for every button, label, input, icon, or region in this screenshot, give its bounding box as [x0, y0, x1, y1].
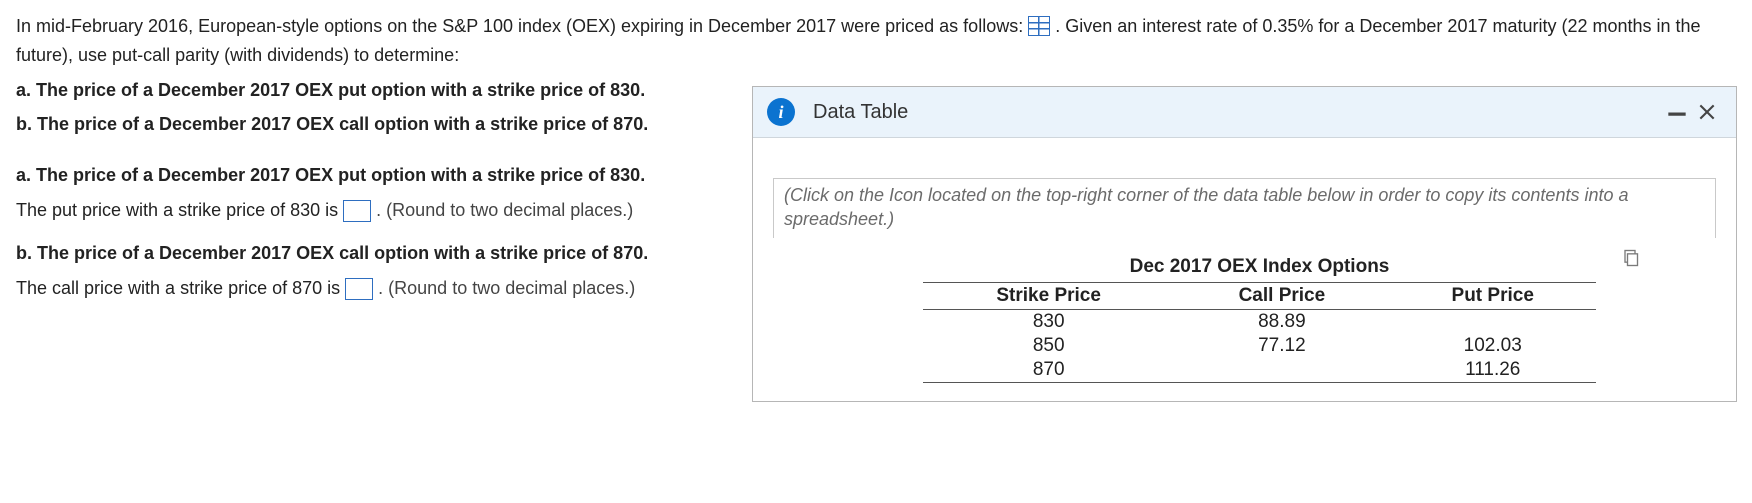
cell: 88.89 — [1174, 309, 1389, 334]
call-price-input[interactable] — [345, 278, 373, 300]
cell: 870 — [923, 358, 1174, 383]
prompt-a-pre: The put price with a strike price of 830… — [16, 200, 343, 220]
bullet-a-text: a. The price of a December 2017 OEX put … — [16, 80, 645, 100]
cell: 77.12 — [1174, 334, 1389, 358]
table-header-row: Strike Price Call Price Put Price — [923, 282, 1596, 309]
put-price-input[interactable] — [343, 200, 371, 222]
minimize-icon — [1664, 99, 1690, 125]
options-data-table: Strike Price Call Price Put Price 830 88… — [923, 282, 1596, 383]
cell: 850 — [923, 334, 1174, 358]
col-call: Call Price — [1174, 282, 1389, 309]
close-button[interactable] — [1692, 97, 1722, 127]
prompt-a-post: . (Round to two decimal places.) — [376, 200, 633, 220]
modal-title: Data Table — [813, 101, 1662, 124]
data-table-wrap: Dec 2017 OEX Index Options Strike Price … — [923, 252, 1596, 383]
info-icon: i — [767, 98, 795, 126]
cell — [1174, 358, 1389, 383]
col-strike: Strike Price — [923, 282, 1174, 309]
minimize-button[interactable] — [1662, 97, 1692, 127]
table-row: 830 88.89 — [923, 309, 1596, 334]
close-icon — [1697, 102, 1717, 122]
prompt-b-pre: The call price with a strike price of 87… — [16, 278, 345, 298]
copy-hint: (Click on the Icon located on the top-ri… — [773, 178, 1716, 238]
bullet-b: b. The price of a December 2017 OEX call… — [16, 110, 761, 139]
open-data-table-icon[interactable] — [1028, 16, 1050, 36]
cell: 102.03 — [1389, 334, 1596, 358]
prompt-a-heading: a. The price of a December 2017 OEX put … — [16, 165, 645, 185]
prompt-b-heading: b. The price of a December 2017 OEX call… — [16, 243, 648, 263]
modal-header: i Data Table — [753, 87, 1736, 138]
modal-body: (Click on the Icon located on the top-ri… — [753, 138, 1736, 401]
prompt-b-post: . (Round to two decimal places.) — [378, 278, 635, 298]
data-table-modal: i Data Table (Click on the Icon located … — [752, 86, 1737, 402]
cell: 830 — [923, 309, 1174, 334]
table-row: 870 111.26 — [923, 358, 1596, 383]
cell: 111.26 — [1389, 358, 1596, 383]
cell — [1389, 309, 1596, 334]
data-table-caption: Dec 2017 OEX Index Options — [923, 252, 1596, 282]
bullet-b-text: b. The price of a December 2017 OEX call… — [16, 114, 648, 134]
intro-part-1: In mid-February 2016, European-style opt… — [16, 16, 1023, 36]
copy-table-icon[interactable] — [1620, 248, 1640, 268]
col-put: Put Price — [1389, 282, 1596, 309]
table-row: 850 77.12 102.03 — [923, 334, 1596, 358]
